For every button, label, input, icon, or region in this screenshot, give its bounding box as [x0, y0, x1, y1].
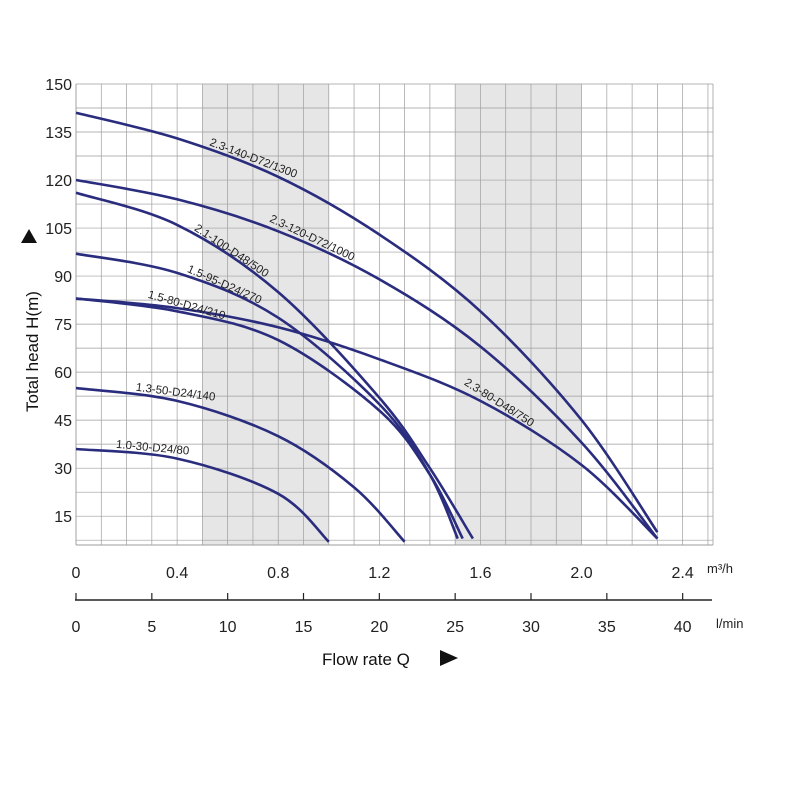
x-axis-ticks-primary: 0 0.4 0.8 1.2 1.6 2.0 2.4 — [72, 565, 694, 582]
y-axis-ticks: 15 30 45 60 75 90 105 120 135 150 — [45, 77, 72, 526]
x-tick-label-secondary: 15 — [295, 619, 313, 636]
y-tick-label: 45 — [54, 413, 72, 430]
x-tick-label-primary: 0 — [72, 565, 81, 582]
x-unit-primary: m³/h — [707, 561, 733, 576]
x-axis-label: Flow rate Q — [322, 650, 410, 669]
x-tick-label-secondary: 30 — [522, 619, 540, 636]
shaded-bands — [202, 84, 582, 545]
curve-line — [75, 386, 406, 543]
x-axis-title: Flow rate Q — [322, 650, 458, 669]
arrow-up-icon — [21, 229, 37, 243]
x-tick-label-primary: 1.2 — [368, 565, 390, 582]
x-tick-label-secondary: 10 — [219, 619, 237, 636]
arrow-right-icon — [440, 650, 458, 666]
x-tick-label-primary: 2.4 — [672, 565, 694, 582]
curve-line — [75, 191, 475, 540]
x-tick-label-primary: 0.4 — [166, 565, 188, 582]
y-axis-label: Total head H(m) — [23, 291, 42, 412]
grid-lines — [75, 83, 714, 546]
x-tick-label-secondary: 40 — [674, 619, 692, 636]
y-tick-label: 30 — [54, 461, 72, 478]
y-tick-label: 135 — [45, 125, 72, 142]
x-tick-label-secondary: 20 — [370, 619, 388, 636]
y-tick-label: 90 — [54, 269, 72, 286]
x-tick-label-secondary: 0 — [72, 619, 81, 636]
y-tick-label: 75 — [54, 317, 72, 334]
y-tick-label: 15 — [54, 509, 72, 526]
y-axis-title: Total head H(m) — [21, 229, 42, 412]
curve-line — [75, 297, 659, 540]
curve-line — [75, 297, 464, 540]
x-tick-label-primary: 2.0 — [570, 565, 592, 582]
performance-curves — [75, 111, 659, 543]
x-tick-label-primary: 0.8 — [267, 565, 289, 582]
x-tick-label-secondary: 5 — [147, 619, 156, 636]
curve-line — [75, 178, 659, 540]
x-tick-label-secondary: 25 — [446, 619, 464, 636]
x-axis-ticks-secondary: 0 5 10 15 20 25 30 35 40 — [72, 593, 692, 636]
x-tick-label-primary: 1.6 — [469, 565, 491, 582]
curve-line — [75, 111, 659, 533]
y-tick-label: 60 — [54, 365, 72, 382]
y-tick-label: 120 — [45, 173, 72, 190]
x-tick-label-secondary: 35 — [598, 619, 616, 636]
y-tick-label: 150 — [45, 77, 72, 94]
curve-line — [75, 447, 330, 543]
x-unit-secondary: l/min — [716, 616, 743, 631]
y-tick-label: 105 — [45, 221, 72, 238]
shaded-band-2 — [455, 84, 582, 545]
